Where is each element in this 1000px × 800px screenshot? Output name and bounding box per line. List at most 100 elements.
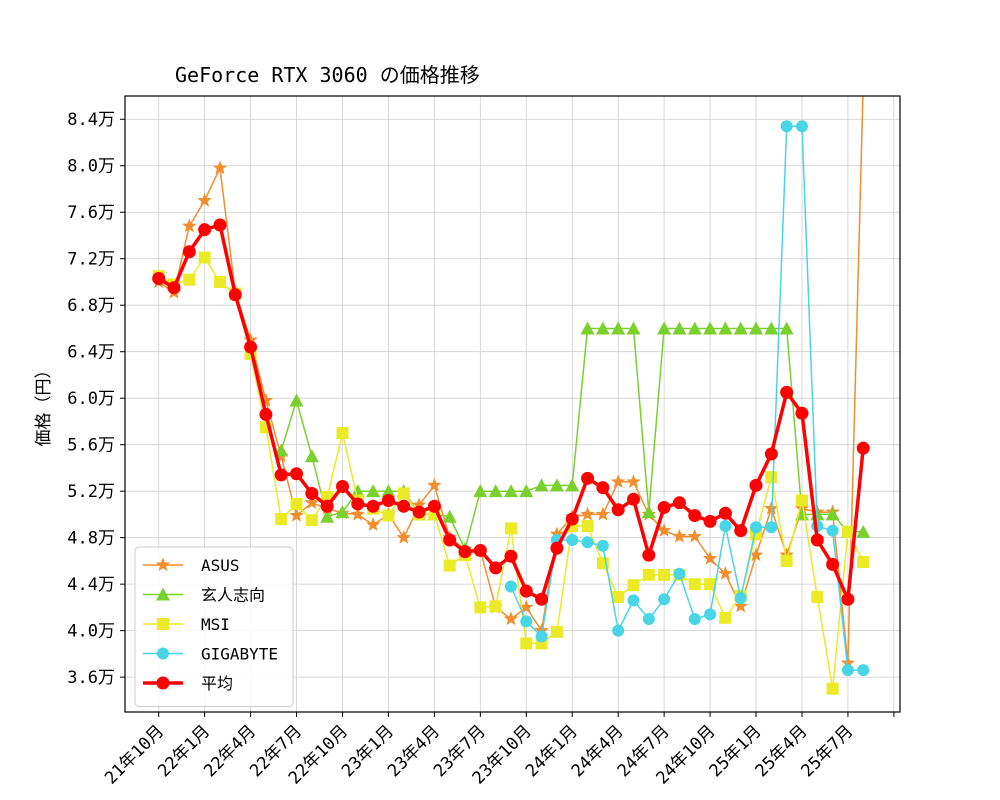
data-point: [672, 496, 686, 510]
data-point: [749, 478, 763, 492]
y-tick-label: 4.4万: [67, 575, 115, 595]
data-point: [627, 594, 640, 607]
data-point: [780, 120, 793, 133]
data-point: [503, 611, 519, 626]
data-point: [688, 578, 701, 591]
data-point: [519, 484, 534, 498]
data-point: [366, 499, 380, 513]
data-point: [641, 505, 656, 519]
data-point: [228, 288, 242, 302]
data-point: [596, 539, 609, 552]
data-point: [519, 584, 533, 598]
y-tick-label: 6.8万: [67, 296, 115, 316]
legend-marker: [156, 676, 170, 690]
series-3: [504, 120, 870, 677]
data-point: [734, 524, 748, 538]
data-point: [488, 484, 503, 498]
data-point: [213, 275, 226, 288]
data-point: [718, 321, 733, 335]
data-point: [335, 505, 350, 519]
data-point: [550, 541, 564, 555]
data-point: [259, 407, 273, 421]
legend-label: MSI: [201, 615, 230, 634]
data-point: [289, 507, 304, 522]
data-point: [443, 533, 457, 547]
data-point: [610, 474, 626, 489]
data-point: [581, 520, 594, 533]
y-tick-label: 5.6万: [67, 436, 115, 456]
data-point: [427, 499, 441, 513]
data-point: [856, 524, 871, 538]
data-point: [304, 449, 319, 463]
legend-label: ASUS: [201, 556, 240, 575]
y-tick-label: 4.8万: [67, 529, 115, 549]
data-point: [350, 506, 366, 521]
data-point: [320, 509, 335, 523]
data-point: [627, 579, 640, 592]
data-point: [290, 467, 304, 481]
data-point: [290, 497, 303, 510]
data-point: [182, 245, 196, 259]
data-point: [535, 592, 549, 606]
data-point: [350, 484, 365, 498]
data-point: [489, 561, 503, 575]
data-point: [857, 556, 870, 569]
data-point: [474, 601, 487, 614]
y-tick-label: 4.0万: [67, 622, 115, 642]
data-point: [304, 495, 320, 510]
data-point: [289, 393, 304, 407]
data-point: [213, 218, 227, 232]
data-point: [841, 592, 855, 606]
data-point: [595, 321, 610, 335]
data-point: [427, 477, 442, 492]
data-point: [611, 321, 626, 335]
data-point: [397, 499, 411, 513]
legend-marker: [157, 647, 169, 660]
data-point: [152, 271, 166, 285]
data-point: [750, 521, 763, 534]
data-point: [549, 478, 564, 492]
data-point: [581, 471, 595, 485]
data-point: [197, 192, 212, 207]
y-tick-label: 6.4万: [67, 343, 115, 363]
data-point: [504, 580, 517, 593]
data-point: [826, 524, 839, 537]
data-point: [857, 664, 870, 677]
legend-box: [134, 546, 294, 707]
data-point: [381, 493, 395, 507]
legend-marker: [156, 587, 170, 601]
data-point: [718, 506, 732, 520]
data-point: [489, 600, 502, 613]
data-point: [382, 509, 395, 522]
data-point: [811, 590, 824, 603]
legend-label: 平均: [201, 674, 233, 693]
data-point: [244, 340, 258, 354]
data-point: [810, 533, 824, 547]
data-point: [642, 613, 655, 626]
data-point: [657, 500, 671, 514]
data-point: [458, 545, 472, 559]
data-point: [642, 568, 655, 581]
data-point: [473, 484, 488, 498]
data-point: [673, 567, 686, 580]
data-point: [702, 550, 718, 565]
data-point: [336, 427, 349, 440]
data-point: [305, 514, 318, 527]
data-point: [795, 406, 809, 420]
data-point: [580, 506, 595, 521]
data-point: [687, 528, 703, 543]
data-point: [581, 536, 594, 549]
data-point: [733, 321, 748, 335]
data-point: [442, 509, 457, 523]
data-point: [657, 321, 672, 335]
data-point: [198, 223, 212, 237]
y-axis: 3.6万 4.0万 4.4万 4.8万 5.2万 5.6万 6.0万 6.4万 6.8万 7.2万…: [67, 110, 125, 688]
data-point: [672, 528, 687, 543]
data-point: [749, 321, 764, 335]
data-point: [765, 471, 778, 484]
data-point: [780, 385, 794, 399]
data-point: [566, 533, 579, 546]
data-point: [396, 529, 412, 544]
data-point: [473, 543, 487, 557]
